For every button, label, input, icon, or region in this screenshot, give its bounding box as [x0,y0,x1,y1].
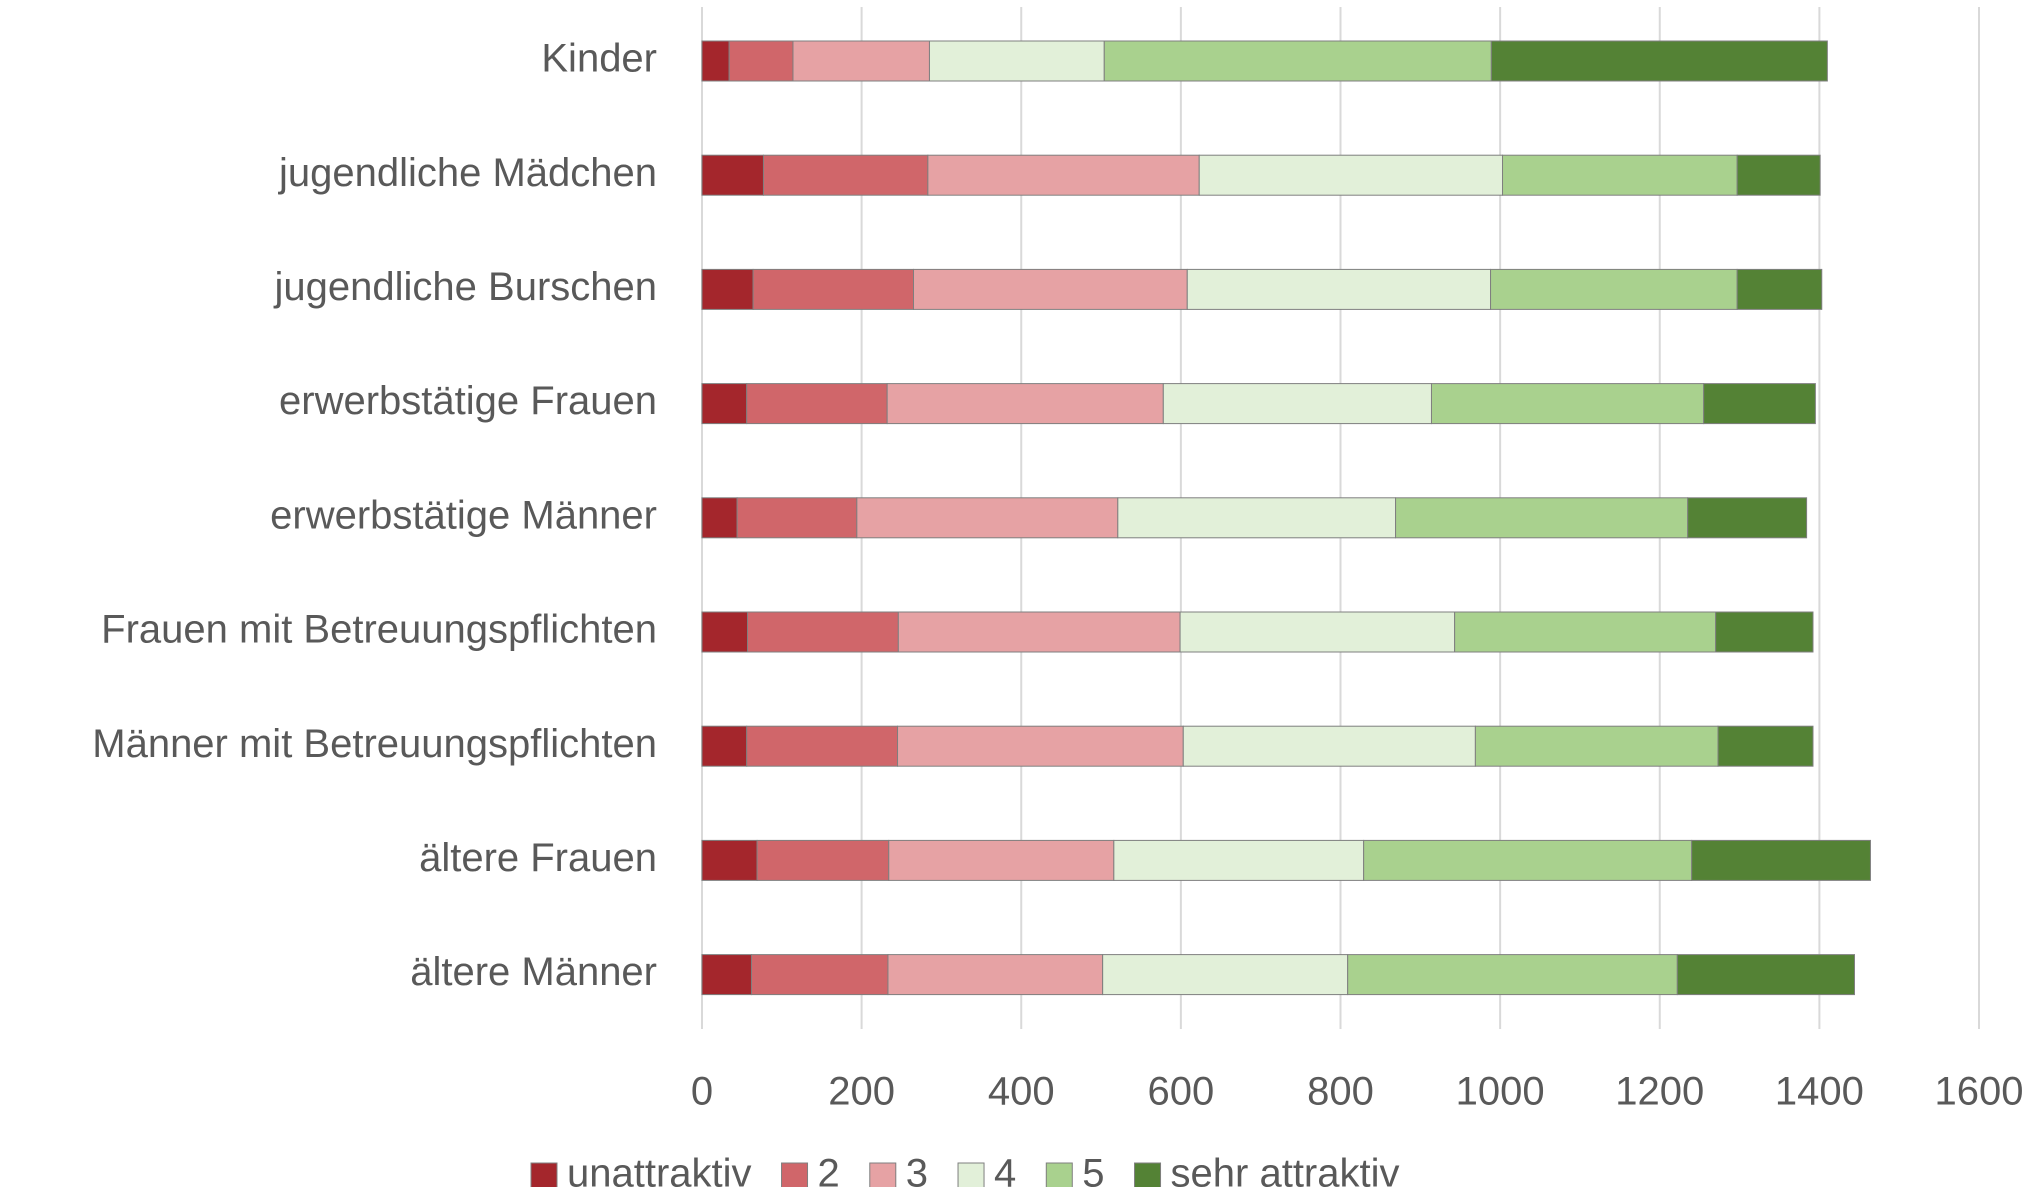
bar-segment [1687,497,1808,539]
bar-segment [1395,497,1689,539]
bar-segment [762,154,929,196]
bar-segment [928,40,1105,82]
bar-segment [856,497,1119,539]
bar-segment [897,611,1181,653]
bar-segment [1490,268,1738,310]
y-tick-label: jugendliche Burschen [274,265,657,309]
bar-segment [701,611,748,653]
y-tick-label: Männer mit Betreuungspflichten [92,722,657,766]
legend-swatch [530,1162,558,1187]
bar-segment [1162,383,1432,425]
bar-segment [792,40,930,82]
legend-swatch [781,1162,809,1187]
bar-segment [1703,383,1816,425]
bar-segment [1454,611,1717,653]
bar-segment [1347,954,1678,996]
legend-swatch [869,1162,897,1187]
bar-segment [701,268,754,310]
x-tick-label: 1000 [1456,1070,1545,1114]
y-tick-label: Frauen mit Betreuungspflichten [101,608,657,652]
bar-segment [701,154,764,196]
bar-segment [1198,154,1504,196]
legend-swatch [1045,1162,1073,1187]
bar-segment [1186,268,1492,310]
bar-segment [1691,839,1871,881]
x-tick-label: 600 [1148,1070,1215,1114]
bar-segment [887,954,1104,996]
y-tick-label: erwerbstätige Männer [270,493,657,537]
bar-segment [1179,611,1456,653]
bar-segment [1490,40,1828,82]
bar-segment [886,383,1164,425]
bar-segment [746,383,888,425]
bar-segment [1676,954,1855,996]
x-tick-label: 0 [691,1070,713,1114]
legend-swatch [957,1162,985,1187]
bar-segment [913,268,1188,310]
legend-label: sehr attraktiv [1171,1152,1400,1187]
bar-segment [897,725,1184,767]
y-tick-label: erwerbstätige Frauen [279,379,657,423]
bar-segment [752,268,915,310]
bar-segment [756,839,890,881]
x-tick-label: 800 [1307,1070,1374,1114]
bar-segment [1736,268,1823,310]
bar-segment [1430,383,1705,425]
y-tick-label: ältere Frauen [419,836,657,880]
bar-segment [701,725,748,767]
bar-segment [701,40,730,82]
bar-segment [1102,954,1349,996]
bar-segment [728,40,794,82]
bar-segment [701,954,752,996]
x-tick-label: 200 [828,1070,895,1114]
bar-segment [1474,725,1719,767]
bar-segment [1502,154,1738,196]
bar-segment [888,839,1115,881]
bar-segment [1736,154,1821,196]
x-tick-label: 400 [988,1070,1055,1114]
x-tick-label: 1400 [1775,1070,1864,1114]
bar-segment [746,611,899,653]
bar-segment [1103,40,1492,82]
y-tick-label: jugendliche Mädchen [278,151,657,195]
bar-segment [1715,611,1814,653]
bar-segment [701,497,738,539]
legend-label: unattraktiv [567,1152,752,1187]
legend-label: 5 [1082,1152,1104,1187]
bar-segment [1113,839,1365,881]
y-tick-label: ältere Männer [410,950,657,994]
bar-segment [1717,725,1814,767]
bar-segment [701,383,748,425]
x-tick-label: 1600 [1935,1070,2024,1114]
bar-segment [746,725,899,767]
bar-segment [1117,497,1397,539]
legend-label: 3 [906,1152,928,1187]
legend-label: 2 [818,1152,840,1187]
legend-label: 4 [994,1152,1016,1187]
bar-segment [701,839,758,881]
bar-segment [736,497,858,539]
bar-segment [927,154,1200,196]
legend-swatch [1134,1162,1162,1187]
bar-segment [1363,839,1693,881]
y-tick-label: Kinder [541,37,657,81]
x-tick-label: 1200 [1615,1070,1704,1114]
bar-segment [750,954,889,996]
bar-segment [1182,725,1476,767]
